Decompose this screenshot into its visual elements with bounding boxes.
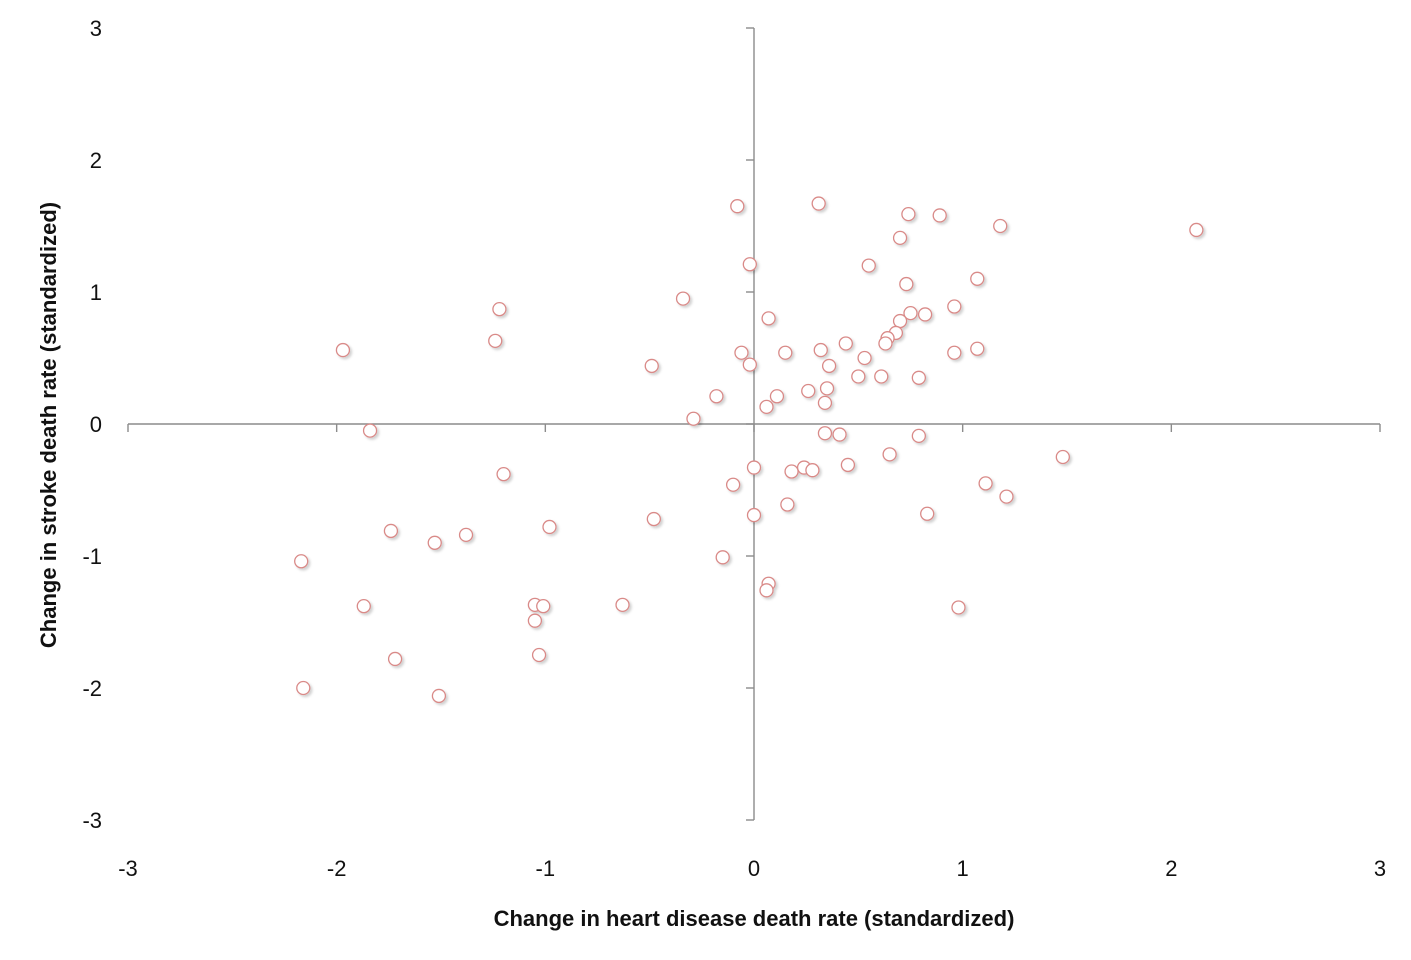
data-point (383, 523, 399, 539)
data-point (646, 511, 661, 527)
y-tick-label: 2 (90, 148, 102, 173)
data-point (362, 423, 378, 438)
x-tick-label: 3 (1374, 856, 1386, 881)
y-tick-label: -3 (82, 808, 102, 833)
data-point (778, 345, 793, 360)
x-tick-label: 0 (748, 856, 760, 881)
data-point (335, 342, 351, 358)
data-point (784, 464, 799, 479)
data-point (742, 357, 757, 372)
x-tick-label: -1 (536, 856, 556, 881)
data-point (1055, 449, 1070, 465)
data-point (857, 350, 872, 366)
data-point (903, 305, 918, 321)
data-point (861, 258, 876, 273)
data-points (294, 196, 1204, 704)
data-point (947, 299, 962, 314)
data-point (951, 600, 966, 615)
data-point (832, 427, 847, 442)
data-point (911, 428, 926, 444)
x-axis-title: Change in heart disease death rate (stan… (494, 906, 1015, 931)
data-point (999, 489, 1014, 504)
data-point (970, 341, 985, 356)
data-point (492, 302, 507, 317)
data-point (813, 342, 828, 358)
y-axis-title: Change in stroke death rate (standardize… (36, 202, 61, 648)
data-point (734, 345, 749, 360)
data-point (840, 457, 856, 473)
data-point (531, 647, 547, 663)
data-point (947, 345, 962, 360)
data-point (970, 271, 985, 286)
data-point (838, 336, 853, 351)
data-point (1189, 222, 1204, 238)
data-point (759, 583, 774, 598)
data-point (725, 477, 741, 492)
data-point (296, 680, 311, 696)
y-axis-tick-labels: 3 2 1 0 -1 -2 -3 (82, 16, 102, 833)
data-point (993, 218, 1008, 234)
data-point (811, 196, 826, 211)
y-tick-label: -1 (82, 544, 102, 569)
data-point (536, 599, 551, 614)
data-point (817, 426, 833, 441)
data-point (769, 389, 785, 404)
data-point (932, 208, 947, 223)
data-point (746, 507, 762, 523)
data-point (805, 463, 820, 478)
data-point (892, 313, 908, 329)
data-point (675, 291, 691, 306)
axes-group (127, 27, 1381, 821)
data-point (542, 519, 557, 535)
x-tick-label: -2 (327, 856, 347, 881)
data-point (817, 395, 833, 411)
data-point (892, 230, 908, 246)
data-point (488, 333, 503, 348)
y-axis-ticks (746, 27, 754, 821)
y-tick-label: 3 (90, 16, 102, 41)
data-point (496, 467, 511, 482)
data-point (746, 460, 762, 475)
data-point (759, 399, 774, 414)
data-point (730, 199, 745, 214)
y-tick-label: 0 (90, 412, 102, 437)
data-point (458, 527, 474, 543)
data-point (294, 554, 309, 569)
data-point (882, 447, 897, 462)
x-tick-label: 2 (1165, 856, 1177, 881)
data-point (874, 369, 889, 384)
data-point (878, 336, 893, 351)
data-point (917, 307, 933, 322)
data-point (978, 476, 993, 491)
data-point (427, 535, 442, 550)
data-point (387, 651, 403, 667)
x-tick-label: 1 (957, 856, 969, 881)
data-point (821, 358, 837, 374)
data-point (819, 381, 835, 396)
data-point (920, 506, 935, 521)
data-point (742, 257, 757, 272)
data-point (801, 383, 816, 399)
data-point (901, 206, 916, 222)
data-point (715, 550, 730, 565)
data-point (644, 358, 659, 374)
y-tick-label: 1 (90, 280, 102, 305)
data-point (851, 369, 866, 384)
x-axis-tick-labels: -3 -2 -1 0 1 2 3 (118, 856, 1386, 881)
y-tick-label: -2 (82, 676, 102, 701)
data-point (615, 597, 630, 612)
data-point (911, 370, 926, 385)
data-point (780, 497, 795, 512)
x-axis-ticks (127, 424, 1381, 432)
data-point (356, 599, 371, 614)
data-point (899, 276, 914, 292)
x-tick-label: -3 (118, 856, 138, 881)
data-point (686, 411, 701, 426)
data-point (709, 389, 724, 404)
data-point (431, 688, 447, 704)
data-point (527, 613, 543, 628)
data-point (761, 311, 776, 326)
